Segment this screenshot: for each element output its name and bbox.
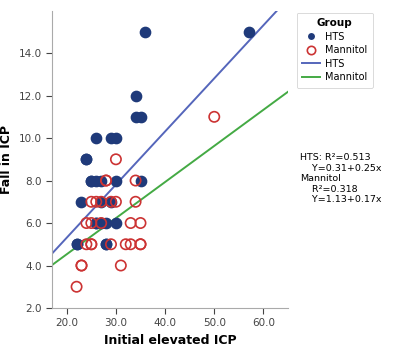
X-axis label: Initial elevated ICP: Initial elevated ICP	[104, 334, 236, 347]
Point	[128, 241, 134, 247]
Point	[132, 93, 139, 98]
Point	[137, 241, 144, 247]
Point	[88, 241, 94, 247]
Point	[132, 114, 139, 120]
Point	[246, 29, 252, 35]
Point	[103, 241, 109, 247]
Point	[88, 178, 94, 183]
Point	[73, 241, 80, 247]
Point	[113, 220, 119, 226]
Point	[113, 156, 119, 162]
Point	[88, 199, 94, 205]
Point	[103, 178, 109, 183]
Point	[73, 241, 80, 247]
Point	[78, 199, 85, 205]
Point	[137, 220, 144, 226]
Point	[137, 241, 144, 247]
Point	[93, 220, 100, 226]
Point	[93, 178, 100, 183]
Point	[83, 156, 90, 162]
Point	[137, 114, 144, 120]
Point	[83, 241, 90, 247]
Point	[113, 135, 119, 141]
Point	[113, 199, 119, 205]
Y-axis label: Fall in ICP: Fall in ICP	[0, 125, 13, 194]
Text: HTS: R²=0.513
    Y=0.31+0.25x
Mannitol
    R²=0.318
    Y=1.13+0.17x: HTS: R²=0.513 Y=0.31+0.25x Mannitol R²=0…	[300, 153, 381, 204]
Point	[93, 220, 100, 226]
Point	[98, 199, 104, 205]
Point	[73, 284, 80, 290]
Point	[132, 199, 139, 205]
Point	[122, 241, 129, 247]
Point	[78, 263, 85, 268]
Point	[108, 135, 114, 141]
Point	[98, 220, 104, 226]
Point	[142, 29, 149, 35]
Point	[88, 220, 94, 226]
Point	[78, 263, 85, 268]
Point	[108, 199, 114, 205]
Point	[108, 199, 114, 205]
Point	[132, 178, 139, 183]
Point	[113, 178, 119, 183]
Point	[98, 178, 104, 183]
Point	[93, 135, 100, 141]
Point	[211, 114, 218, 120]
Legend: HTS, Mannitol, HTS, Mannitol: HTS, Mannitol, HTS, Mannitol	[296, 12, 373, 88]
Point	[103, 178, 109, 183]
Point	[88, 241, 94, 247]
Point	[98, 199, 104, 205]
Point	[118, 263, 124, 268]
Point	[83, 220, 90, 226]
Point	[103, 241, 109, 247]
Point	[128, 220, 134, 226]
Point	[93, 199, 100, 205]
Point	[83, 156, 90, 162]
Point	[103, 220, 109, 226]
Point	[108, 241, 114, 247]
Point	[98, 220, 104, 226]
Point	[137, 178, 144, 183]
Point	[88, 178, 94, 183]
